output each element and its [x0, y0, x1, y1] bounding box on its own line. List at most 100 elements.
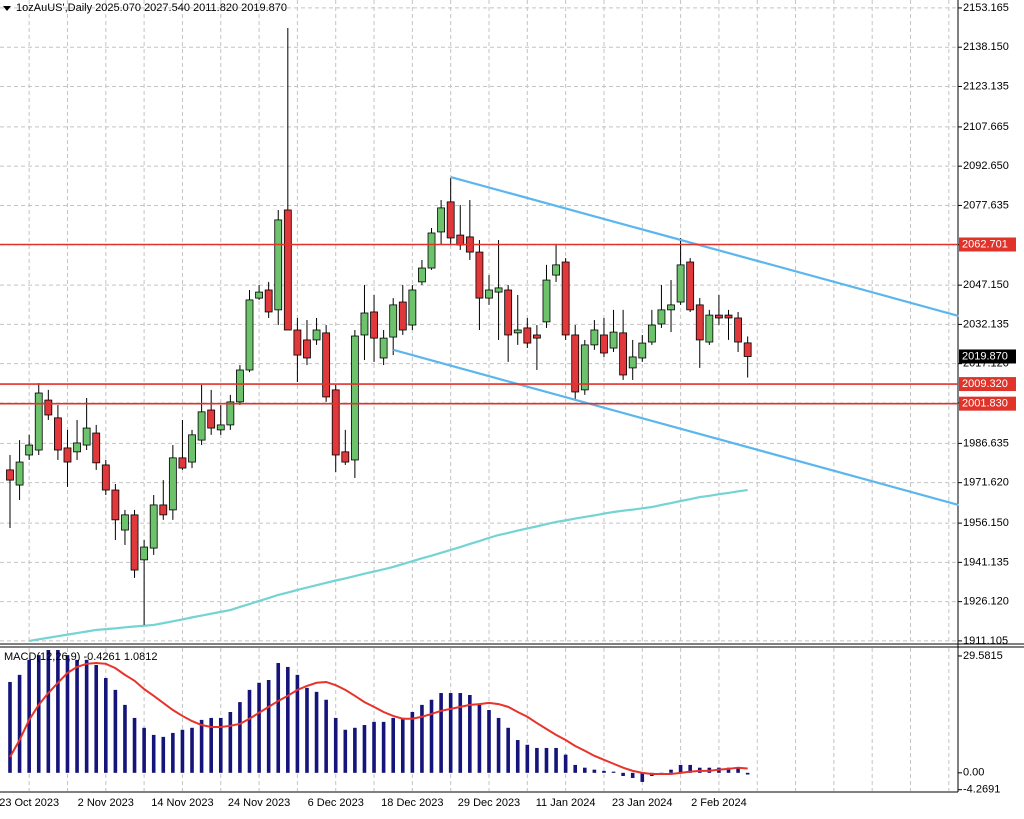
macd-bar: [381, 721, 386, 773]
macd-bar: [506, 727, 510, 773]
candle-body: [513, 329, 522, 334]
macd-bar: [333, 717, 338, 773]
candle-body: [619, 332, 628, 376]
macd-bar: [305, 687, 309, 773]
macd-bar: [84, 659, 89, 773]
candle-body: [379, 337, 388, 359]
candle-body: [303, 339, 311, 359]
candle-body: [475, 251, 484, 299]
y-tick-label: 2153.165: [963, 2, 1009, 14]
macd-bar: [132, 717, 137, 773]
candle-body: [216, 424, 225, 431]
y-tick-label: 1971.620: [963, 477, 1009, 489]
candle-body: [504, 289, 513, 336]
y-tick-label: 2123.135: [963, 80, 1009, 92]
y-tick-label: 2077.635: [963, 199, 1009, 211]
macd-bar: [400, 717, 405, 773]
macd-bar: [372, 721, 376, 773]
candle-body: [140, 546, 149, 561]
macd-bar: [362, 725, 367, 773]
macd-bar: [266, 679, 271, 773]
candle-body: [389, 304, 398, 338]
candle-body: [178, 457, 187, 469]
macd-bar: [171, 732, 175, 773]
candle-body: [25, 444, 34, 456]
candle-body: [667, 304, 675, 311]
macd-bar: [726, 767, 731, 773]
macd-bar: [257, 682, 261, 773]
moving-average: [28, 488, 748, 642]
macd-bar: [56, 649, 60, 773]
macd-bar: [27, 659, 31, 773]
candle-body: [82, 427, 91, 446]
y-tick-label: 1941.135: [963, 556, 1009, 568]
level-label-box: [959, 396, 1016, 411]
candle-body: [101, 464, 110, 491]
candle-body: [647, 324, 656, 343]
candle-body: [274, 219, 283, 311]
x-tick-label: 29 Dec 2023: [458, 797, 520, 809]
macd-bar: [46, 649, 51, 773]
macd-title: MACD(12,26,9) -0.4261 1.0812: [4, 651, 157, 663]
candle-body: [590, 329, 599, 346]
macd-bar: [104, 678, 108, 773]
candle-body: [149, 504, 158, 549]
signal-line: [9, 662, 748, 776]
macd-bar: [544, 747, 549, 773]
trendline: [392, 348, 959, 506]
candle-body: [73, 442, 81, 453]
y-tick-label: 1956.150: [963, 517, 1009, 529]
x-tick-label: 2 Feb 2024: [691, 797, 747, 809]
macd-bar: [151, 734, 156, 773]
macd-bar: [94, 664, 99, 773]
macd-bar: [669, 769, 673, 773]
y-tick-label: 0.00: [963, 767, 984, 779]
menu-arrow[interactable]: [3, 6, 11, 11]
macd-bar: [286, 666, 290, 773]
macd-bar: [190, 727, 194, 773]
candle-body: [188, 434, 196, 463]
candle-body: [580, 344, 589, 391]
candle-body: [15, 461, 24, 486]
macd-bar: [487, 710, 491, 773]
candle-body: [264, 289, 273, 313]
candle-body: [207, 409, 216, 429]
macd-bar: [247, 689, 252, 773]
candle-body: [331, 389, 340, 456]
macd-bar: [314, 691, 319, 773]
candle-body: [523, 327, 532, 344]
candle-body: [743, 342, 752, 357]
macd-bar: [468, 695, 472, 773]
macd-bar: [17, 674, 22, 773]
candle-body: [255, 291, 263, 299]
candle-body: [628, 356, 637, 369]
x-tick-label: 18 Dec 2023: [381, 797, 443, 809]
macd-bar: [65, 655, 70, 773]
x-tick-label: 24 Nov 2023: [228, 797, 290, 809]
candle-body: [121, 514, 129, 531]
candle-body: [724, 314, 733, 319]
y-tick-label: 1911.105: [963, 635, 1008, 647]
candle-body: [552, 264, 560, 276]
macd-bar: [353, 727, 357, 773]
macd-bar: [592, 769, 597, 773]
x-tick-label: 2 Nov 2023: [78, 797, 134, 809]
macd-bar: [602, 770, 606, 773]
candle-body: [657, 309, 666, 325]
macd-bar: [123, 704, 127, 773]
macd-bar: [75, 659, 79, 773]
macd-bar: [295, 674, 300, 773]
chart-title: 1ozAuUS',Daily 2025.070 2027.540 2011.82…: [16, 2, 287, 14]
candle-body: [159, 504, 168, 516]
macd-bar: [688, 764, 692, 773]
candle-body: [609, 331, 618, 349]
macd-bar: [142, 727, 146, 773]
macd-bar: [429, 699, 434, 773]
macd-bar: [420, 704, 424, 773]
candle-body: [293, 329, 302, 356]
candle-body: [130, 514, 139, 571]
macd-bar: [209, 717, 213, 773]
y-tick-label: 1926.120: [963, 596, 1009, 608]
candle-body: [571, 334, 580, 393]
